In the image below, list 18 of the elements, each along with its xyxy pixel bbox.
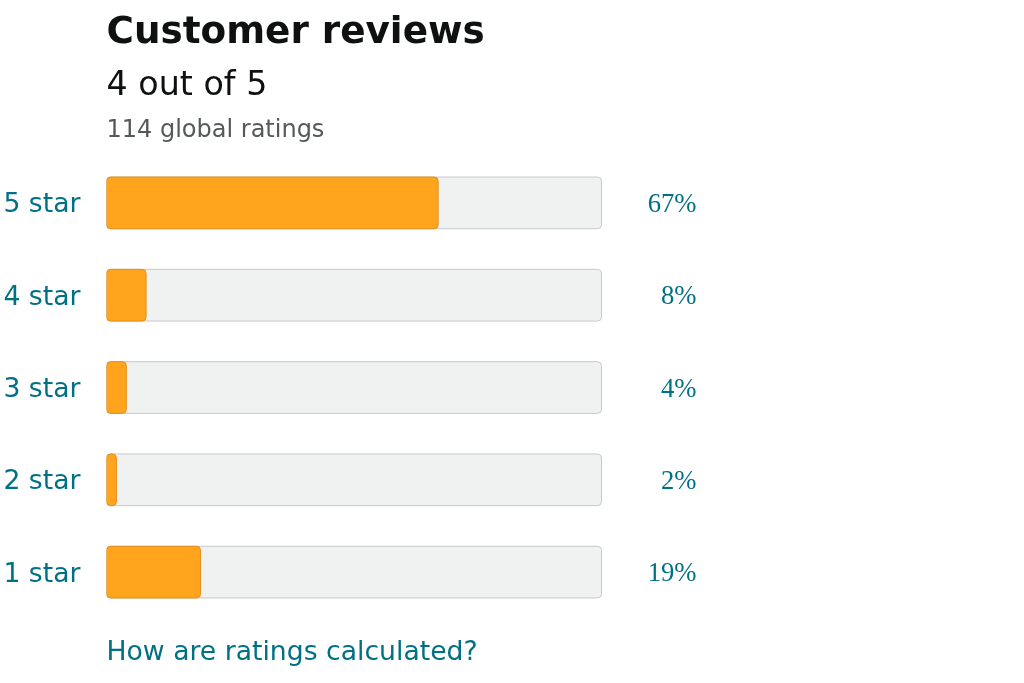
chart-title: Customer reviews bbox=[106, 7, 485, 52]
chart-subtitle: 4 out of 5 bbox=[106, 63, 268, 103]
bar bbox=[106, 361, 127, 414]
y-tick-label: 1 star bbox=[3, 556, 81, 588]
y-tick-label: 4 star bbox=[3, 279, 81, 311]
bar bbox=[106, 268, 147, 322]
data-label: 19% bbox=[647, 557, 697, 588]
text: 114 global ratings bbox=[106, 114, 325, 143]
data-label: 2% bbox=[660, 464, 697, 495]
bar bbox=[106, 545, 202, 599]
y-tick-label: 3 star bbox=[3, 372, 81, 403]
text: How are ratings calculated? bbox=[106, 634, 478, 666]
y-tick-label: 2 star bbox=[3, 464, 81, 496]
bar bbox=[106, 453, 117, 507]
data-label: 67% bbox=[647, 187, 697, 218]
data-label: 8% bbox=[660, 280, 697, 311]
y-tick-label: 5 star bbox=[3, 187, 81, 219]
data-label: 4% bbox=[660, 372, 697, 403]
